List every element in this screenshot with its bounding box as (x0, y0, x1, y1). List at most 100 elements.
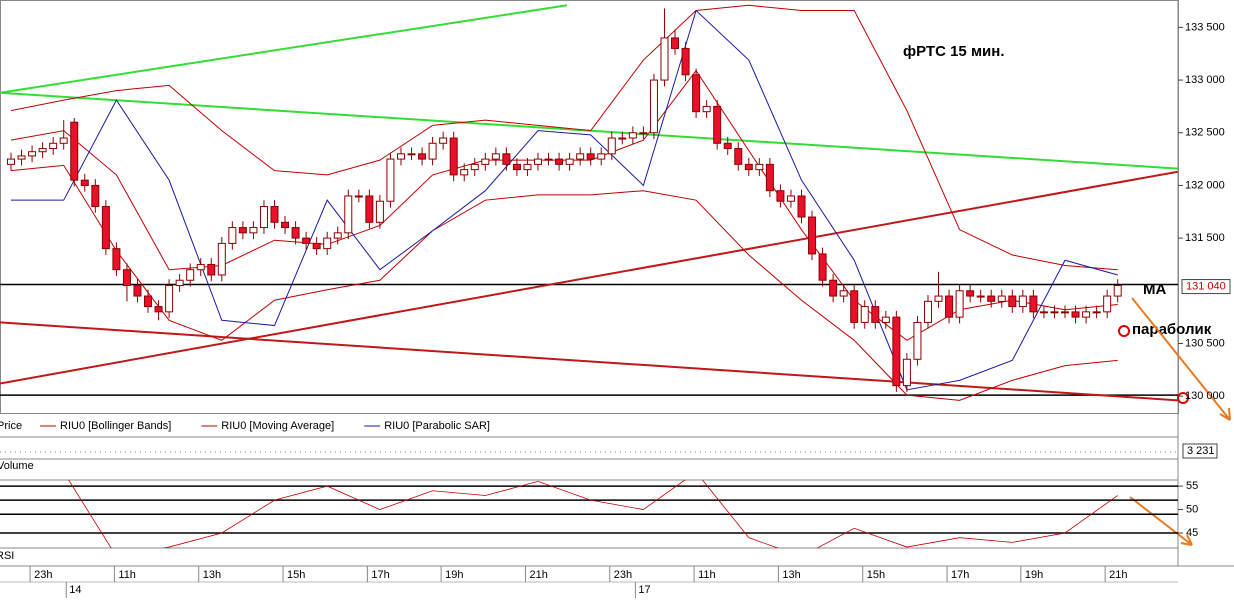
y-tick-label: 131 500 (1185, 232, 1225, 244)
legend-price: Price (0, 420, 22, 432)
candle-body (122, 269, 131, 287)
candle-body (17, 155, 26, 160)
marker-circle (1118, 325, 1130, 337)
y-tick-label: 130 000 (1185, 390, 1225, 402)
y-tick-label: 132 500 (1185, 127, 1225, 139)
candle-body (934, 295, 943, 302)
arrows (1129, 297, 1231, 546)
candle-body (829, 279, 838, 297)
candle-body (955, 290, 964, 318)
candle-body (1113, 285, 1122, 297)
candle-body (418, 153, 427, 160)
rsi-line (68, 480, 1118, 548)
candle-body (323, 237, 332, 250)
candle-body (175, 279, 184, 287)
candle-body (839, 290, 848, 297)
legend-label: RIU0 [Moving Average] (221, 420, 334, 432)
x-tick-label: 23h (614, 569, 632, 581)
indicator-line (10, 69, 1118, 341)
candle-body (470, 163, 479, 171)
candle-body (1050, 311, 1059, 314)
candle-body (344, 195, 353, 234)
candle-body (808, 216, 817, 255)
rsi-tick-label: 55 (1186, 480, 1198, 492)
candle-body (923, 300, 932, 323)
candle-body (1018, 295, 1027, 308)
candle-body (80, 179, 89, 186)
candle-body (976, 295, 985, 298)
candle-body (597, 153, 606, 160)
candle-body (576, 153, 585, 160)
candle-body (797, 195, 806, 218)
candle-body (49, 142, 58, 150)
candle-body (38, 148, 47, 153)
candle-body (186, 269, 195, 281)
candle-body (1092, 311, 1101, 314)
candle-body (744, 163, 753, 171)
candle-body (1008, 295, 1017, 308)
x-tick-label: 15h (867, 569, 885, 581)
candle-body (259, 206, 268, 229)
date-label: 14 (69, 584, 81, 596)
candle-body (734, 148, 743, 165)
y-tick-label: 133 500 (1185, 21, 1225, 33)
candle-body (818, 253, 827, 281)
candle-body (512, 163, 521, 171)
candle-body (407, 153, 416, 156)
candle-body (365, 195, 374, 223)
candle-body (755, 163, 764, 171)
candle-body (987, 295, 996, 302)
candle-body (607, 137, 616, 155)
arrow (1131, 297, 1231, 421)
candle-body (101, 206, 110, 250)
candle-body (945, 295, 954, 318)
last-price-box (1181, 279, 1231, 295)
candle-body (786, 195, 795, 202)
date-label: 17 (638, 584, 650, 596)
candle-body (966, 290, 975, 297)
candle-body (502, 153, 511, 165)
candle-body (892, 316, 901, 387)
candle-body (639, 132, 648, 135)
x-tick-label: 21h (529, 569, 547, 581)
candle-body (112, 248, 121, 271)
rsi-label: RSI (0, 550, 14, 562)
x-tick-label: 11h (118, 569, 136, 581)
candle-body (565, 158, 574, 165)
candle-body (196, 263, 205, 271)
candle-body (723, 142, 732, 150)
candle-body (217, 242, 226, 276)
candle-body (291, 227, 300, 239)
rsi-tick-label: 50 (1186, 503, 1198, 515)
indicator-line (10, 4, 1118, 271)
candle-body (154, 306, 163, 313)
chart-title: фРТС 15 мин. (903, 43, 1005, 60)
candle-body (333, 232, 342, 239)
candle-body (765, 163, 774, 192)
y-tick-label: 132 000 (1185, 179, 1225, 191)
candle-body (7, 158, 15, 165)
volume-label: Volume (0, 460, 34, 472)
volume-value: 3 231 (1187, 445, 1215, 457)
x-tick-label: 19h (445, 569, 463, 581)
x-tick-label: 23h (34, 569, 52, 581)
candle-body (270, 206, 279, 223)
candle-body (238, 227, 247, 234)
candle-body (534, 158, 542, 165)
candle-body (713, 105, 722, 144)
candle-body (660, 37, 669, 81)
y-tick-label: 130 500 (1185, 337, 1225, 349)
candle-body (1039, 311, 1048, 314)
candle-body (997, 295, 1006, 302)
candle-body (913, 321, 922, 360)
candle-body (586, 153, 595, 160)
candle-body (1103, 295, 1112, 313)
plot-area (0, 4, 1178, 402)
x-tick-label: 19h (1025, 569, 1043, 581)
candle-body (460, 169, 469, 176)
candle-body (618, 137, 627, 140)
legend-label: RIU0 [Bollinger Bands] (60, 420, 171, 432)
candle-body (860, 306, 869, 323)
candle-body (692, 74, 701, 113)
